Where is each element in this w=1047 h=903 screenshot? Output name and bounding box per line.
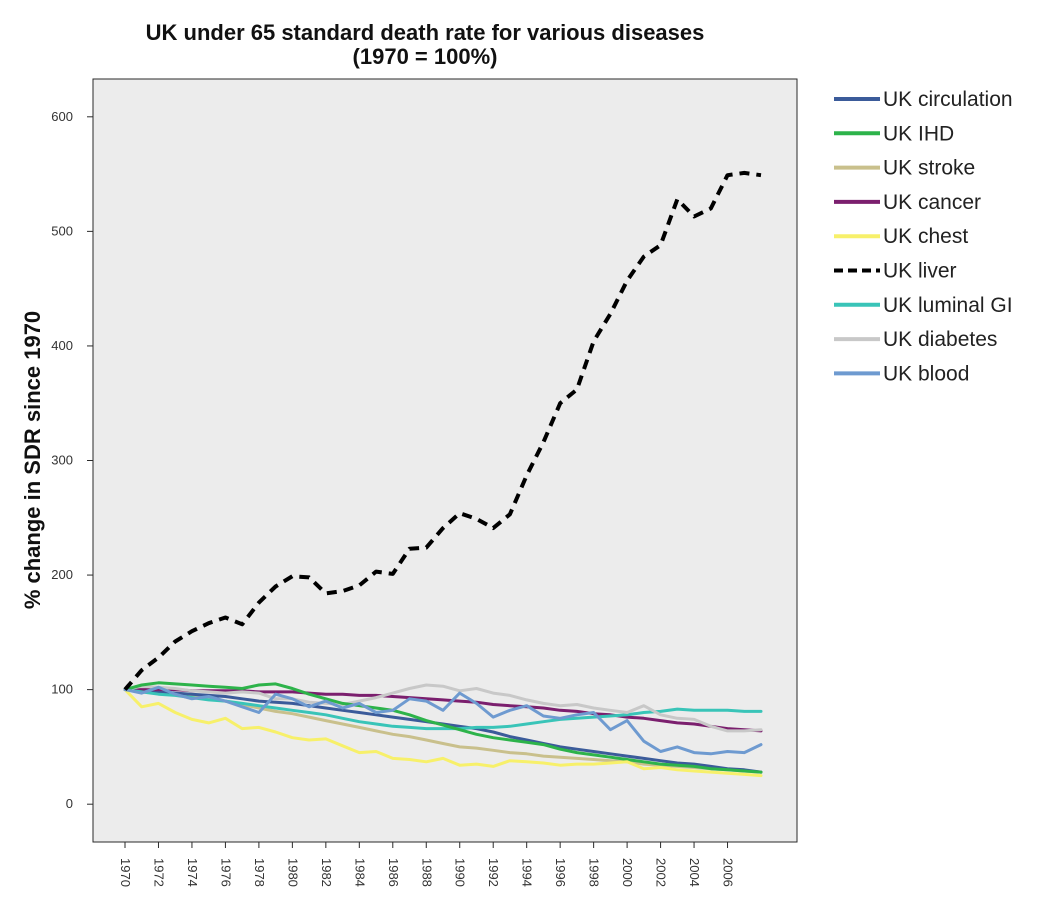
x-tick-label: 1970 bbox=[118, 858, 133, 887]
x-tick-label: 1994 bbox=[520, 858, 535, 887]
x-tick-label: 1996 bbox=[553, 858, 568, 887]
y-axis-label: % change in SDR since 1970 bbox=[20, 311, 45, 609]
y-tick-label: 400 bbox=[51, 338, 73, 353]
series-line-uk-diabetes bbox=[123, 683, 763, 733]
chart-title: UK under 65 standard death rate for vari… bbox=[146, 20, 705, 45]
legend-label: UK chest bbox=[883, 225, 968, 248]
y-tick-label: 300 bbox=[51, 453, 73, 468]
legend-label: UK cancer bbox=[883, 191, 981, 214]
x-tick-label: 2000 bbox=[620, 858, 635, 887]
y-tick-label: 500 bbox=[51, 223, 73, 238]
x-tick-label: 1974 bbox=[185, 858, 200, 887]
legend-label: UK IHD bbox=[883, 122, 954, 145]
series-line-uk-chest bbox=[123, 688, 763, 778]
legend-label: UK stroke bbox=[883, 157, 975, 180]
y-tick-label: 200 bbox=[51, 567, 73, 582]
x-tick-label: 1972 bbox=[151, 858, 166, 887]
chart-subtitle: (1970 = 100%) bbox=[353, 44, 498, 69]
x-tick-label: 1990 bbox=[453, 858, 468, 887]
x-tick-label: 1976 bbox=[218, 858, 233, 887]
legend-label: UK luminal GI bbox=[883, 294, 1013, 317]
y-tick-label: 0 bbox=[66, 796, 73, 811]
legend-item: UK circulation bbox=[834, 88, 1013, 111]
legend-item: UK liver bbox=[834, 260, 957, 283]
x-axis: 1970 1972 1974 1976 1978 1980 1982 1984 1986 1988… bbox=[118, 842, 736, 887]
legend: UK circulation UK IHD UK stroke UK cancer UK… bbox=[834, 88, 1013, 385]
legend-item: UK blood bbox=[834, 362, 969, 385]
x-tick-label: 2006 bbox=[721, 858, 736, 887]
plot-area bbox=[92, 78, 798, 843]
x-tick-label: 1986 bbox=[386, 858, 401, 887]
series-line-uk-liver bbox=[123, 170, 762, 691]
x-tick-label: 1980 bbox=[285, 858, 300, 887]
x-tick-label: 1984 bbox=[352, 858, 367, 887]
y-tick-label: 100 bbox=[51, 682, 73, 697]
x-tick-label: 2004 bbox=[687, 858, 702, 887]
x-tick-label: 1982 bbox=[319, 858, 334, 887]
legend-item: UK IHD bbox=[834, 122, 954, 145]
y-tick-label: 600 bbox=[51, 109, 73, 124]
x-tick-label: 1988 bbox=[419, 858, 434, 887]
series-lines bbox=[123, 170, 763, 778]
x-tick-label: 1998 bbox=[587, 858, 602, 887]
series-line-uk-ihd bbox=[123, 681, 763, 774]
series-line-uk-cancer bbox=[123, 688, 763, 733]
legend-item: UK chest bbox=[834, 225, 968, 248]
x-tick-label: 2002 bbox=[654, 858, 669, 887]
legend-item: UK cancer bbox=[834, 191, 981, 214]
legend-label: UK liver bbox=[883, 260, 957, 283]
legend-item: UK stroke bbox=[834, 157, 975, 180]
x-tick-label: 1978 bbox=[252, 858, 267, 887]
legend-item: UK luminal GI bbox=[834, 294, 1013, 317]
legend-label: UK diabetes bbox=[883, 328, 997, 351]
legend-label: UK circulation bbox=[883, 88, 1013, 111]
x-tick-label: 1992 bbox=[486, 858, 501, 887]
legend-label: UK blood bbox=[883, 362, 969, 385]
y-axis: 0 100 200 300 400 500 600 bbox=[51, 109, 93, 811]
legend-item: UK diabetes bbox=[834, 328, 997, 351]
series-line-uk-blood bbox=[123, 685, 763, 756]
